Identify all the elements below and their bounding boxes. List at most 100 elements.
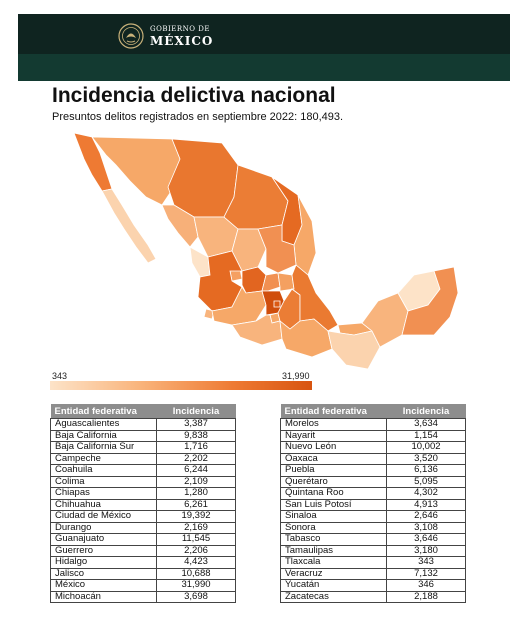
page-subtitle: Presuntos delitos registrados en septiem… xyxy=(52,111,344,123)
table-row: Chihuahua 6,261 xyxy=(50,498,236,511)
state-name-cell: Nuevo León xyxy=(280,441,387,454)
table-row: Michoacán 3,698 xyxy=(50,590,236,603)
state-name-cell: Querétaro xyxy=(280,475,387,488)
table-row: Campeche 2,202 xyxy=(50,452,236,465)
state-name-cell: Sinaloa xyxy=(280,510,387,523)
table-row: Querétaro 5,095 xyxy=(280,475,466,488)
table-row: Tamaulipas 3,180 xyxy=(280,544,466,557)
incidence-cell: 10,002 xyxy=(386,441,466,454)
table-row: Quintana Roo 4,302 xyxy=(280,487,466,500)
table-row: Chiapas 1,280 xyxy=(50,487,236,500)
incidence-cell: 3,387 xyxy=(156,418,236,431)
table-row: Durango 2,169 xyxy=(50,521,236,534)
map-region-guerrero xyxy=(231,314,283,346)
logo-text: GOBIERNO DE MÉXICO xyxy=(150,24,214,48)
state-name-cell: Zacatecas xyxy=(280,590,387,603)
incidence-cell: 2,109 xyxy=(156,475,236,488)
logo-line-bottom: MÉXICO xyxy=(150,33,214,48)
table-row: San Luis Potosí 4,913 xyxy=(280,498,466,511)
state-name-cell: San Luis Potosí xyxy=(280,498,387,511)
map-region-jalisco xyxy=(197,250,243,312)
map-region-hidalgo xyxy=(277,272,295,292)
legend-max-label: 31,990 xyxy=(282,371,310,381)
legend-min-label: 343 xyxy=(52,371,68,381)
incidence-cell: 2,188 xyxy=(386,590,466,603)
table-header-row: Entidad federativa Incidencia xyxy=(280,404,466,419)
state-name-cell: Tabasco xyxy=(280,533,387,546)
state-name-cell: Aguascalientes xyxy=(50,418,157,431)
incidence-cell: 1,280 xyxy=(156,487,236,500)
gobierno-de-mexico-logo[interactable]: GOBIERNO DE MÉXICO xyxy=(118,23,213,49)
incidence-cell: 2,169 xyxy=(156,521,236,534)
incidence-cell: 2,646 xyxy=(386,510,466,523)
map-region-quintana-roo xyxy=(401,266,459,336)
state-name-cell: Jalisco xyxy=(50,567,157,580)
table-row: Zacatecas 2,188 xyxy=(280,590,466,603)
state-name-cell: Yucatán xyxy=(280,579,387,592)
state-name-cell: Quintana Roo xyxy=(280,487,387,500)
incidence-cell: 31,990 xyxy=(156,579,236,592)
table-row: Baja California 9,838 xyxy=(50,429,236,442)
incidence-cell: 6,136 xyxy=(386,464,466,477)
incidence-cell: 4,302 xyxy=(386,487,466,500)
state-name-cell: Michoacán xyxy=(50,590,157,603)
table-row: Aguascalientes 3,387 xyxy=(50,418,236,431)
state-name-cell: Puebla xyxy=(280,464,387,477)
state-name-cell: Tamaulipas xyxy=(280,544,387,557)
state-name-cell: Durango xyxy=(50,521,157,534)
map-region-chiapas xyxy=(327,330,381,370)
incidence-cell: 3,698 xyxy=(156,590,236,603)
legend-color-scale xyxy=(50,381,312,390)
incidence-cell: 6,261 xyxy=(156,498,236,511)
incidence-cell: 4,913 xyxy=(386,498,466,511)
table-row: Sonora 3,108 xyxy=(280,521,466,534)
table-row: Baja California Sur 1,716 xyxy=(50,441,236,454)
incidence-cell: 3,108 xyxy=(386,521,466,534)
state-name-cell: Baja California xyxy=(50,429,157,442)
table-row: Sinaloa 2,646 xyxy=(280,510,466,523)
table-row: México 31,990 xyxy=(50,579,236,592)
map-region-queretaro xyxy=(261,272,281,292)
incidence-cell: 3,634 xyxy=(386,418,466,431)
coat-of-arms-icon xyxy=(118,23,144,49)
table-row: Yucatán 346 xyxy=(280,579,466,592)
state-name-cell: Morelos xyxy=(280,418,387,431)
incidence-cell: 11,545 xyxy=(156,533,236,546)
incidence-cell: 19,392 xyxy=(156,510,236,523)
state-name-cell: Guerrero xyxy=(50,544,157,557)
incidence-cell: 3,646 xyxy=(386,533,466,546)
state-name-cell: Sonora xyxy=(280,521,387,534)
table-row: Oaxaca 3,520 xyxy=(280,452,466,465)
table-row: Nuevo León 10,002 xyxy=(280,441,466,454)
table-row: Tlaxcala 343 xyxy=(280,556,466,569)
table-row: Guanajuato 11,545 xyxy=(50,533,236,546)
map-region-baja-california-sur xyxy=(101,188,157,264)
state-name-cell: México xyxy=(50,579,157,592)
state-name-cell: Baja California Sur xyxy=(50,441,157,454)
column-header-incidencia: Incidencia xyxy=(156,404,236,419)
table-row: Veracruz 7,132 xyxy=(280,567,466,580)
incidence-cell: 9,838 xyxy=(156,429,236,442)
incidence-cell: 4,423 xyxy=(156,556,236,569)
table-row: Ciudad de México 19,392 xyxy=(50,510,236,523)
incidence-cell: 346 xyxy=(386,579,466,592)
mexico-choropleth-map xyxy=(73,132,459,370)
page-title: Incidencia delictiva nacional xyxy=(52,84,336,107)
incidence-cell: 6,244 xyxy=(156,464,236,477)
map-region-ciudad-de-mexico xyxy=(273,300,281,308)
state-name-cell: Veracruz xyxy=(280,567,387,580)
state-name-cell: Nayarit xyxy=(280,429,387,442)
state-name-cell: Chiapas xyxy=(50,487,157,500)
table-row: Coahuila 6,244 xyxy=(50,464,236,477)
table-row: Nayarit 1,154 xyxy=(280,429,466,442)
state-name-cell: Chihuahua xyxy=(50,498,157,511)
state-name-cell: Guanajuato xyxy=(50,533,157,546)
incidence-cell: 3,520 xyxy=(386,452,466,465)
map-region-chihuahua xyxy=(167,138,239,218)
logo-line-top: GOBIERNO DE xyxy=(150,24,210,33)
state-name-cell: Ciudad de México xyxy=(50,510,157,523)
incidence-cell: 2,202 xyxy=(156,452,236,465)
state-name-cell: Colima xyxy=(50,475,157,488)
incidence-cell: 1,716 xyxy=(156,441,236,454)
incidence-cell: 343 xyxy=(386,556,466,569)
